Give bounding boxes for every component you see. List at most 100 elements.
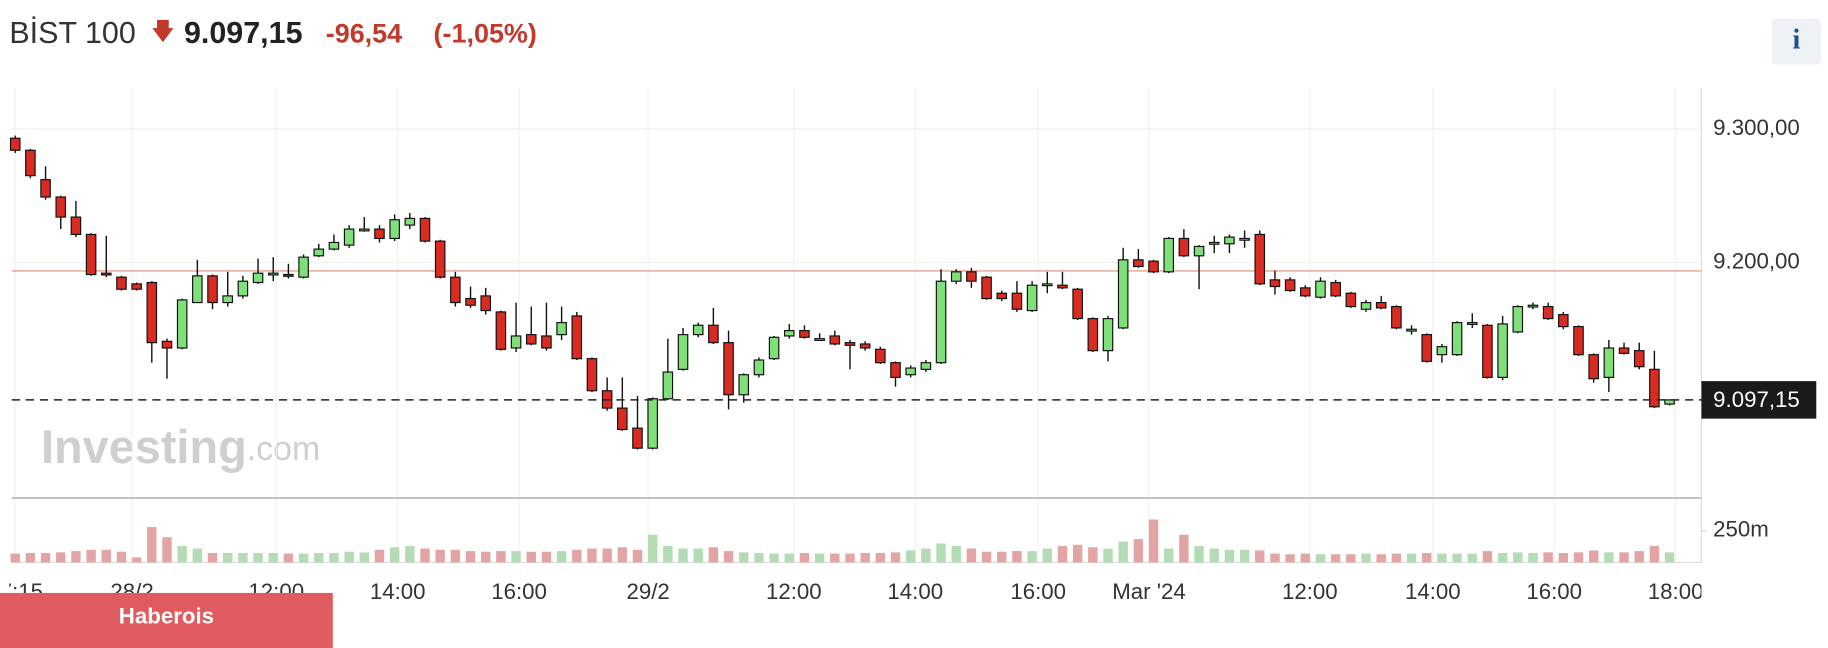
candle-body bbox=[40, 179, 51, 198]
candle-body bbox=[298, 256, 309, 278]
volume-bar bbox=[40, 552, 51, 563]
volume-bar bbox=[1497, 552, 1508, 563]
volume-bar bbox=[131, 557, 142, 563]
candle-body bbox=[1254, 233, 1266, 285]
volume-bar bbox=[617, 547, 628, 563]
volume-bar bbox=[1042, 548, 1052, 563]
candle-body bbox=[1406, 328, 1417, 332]
volume-bar bbox=[1437, 553, 1447, 563]
volume-bar bbox=[556, 551, 567, 563]
volume-tick-label: 250m bbox=[1713, 517, 1769, 542]
volume-bar bbox=[314, 552, 324, 563]
volume-bar bbox=[222, 552, 233, 563]
volume-bar bbox=[981, 551, 992, 563]
candle-body bbox=[1148, 260, 1159, 273]
volume-bar bbox=[389, 547, 400, 563]
candle-body bbox=[252, 272, 264, 284]
candle-body bbox=[434, 240, 446, 278]
volume-bar bbox=[905, 550, 916, 563]
candle-body bbox=[890, 362, 901, 378]
volume-bar bbox=[435, 549, 445, 563]
volume-bar bbox=[1148, 519, 1159, 563]
candle-body bbox=[783, 330, 795, 337]
candle-body bbox=[480, 295, 492, 312]
candle-body bbox=[1102, 318, 1114, 352]
candle-body bbox=[374, 228, 385, 240]
volume-bar bbox=[1391, 553, 1402, 563]
volume-bar bbox=[860, 552, 870, 563]
candle-body bbox=[192, 275, 203, 304]
info-button[interactable] bbox=[1771, 18, 1821, 65]
candle-body bbox=[768, 336, 780, 360]
volume-bar bbox=[997, 551, 1007, 563]
candle-body bbox=[1224, 236, 1235, 245]
info-icon[interactable]: i bbox=[1792, 25, 1800, 56]
banner[interactable] bbox=[0, 592, 333, 648]
volume-bar bbox=[936, 543, 946, 563]
volume-bar bbox=[1482, 551, 1493, 563]
candle-body bbox=[1375, 301, 1387, 309]
volume-bar bbox=[1452, 553, 1462, 563]
candle-body bbox=[389, 219, 400, 240]
index-name: BİST 100 bbox=[9, 15, 135, 50]
volume-bar bbox=[405, 546, 415, 563]
volume-bar bbox=[845, 553, 855, 563]
volume-bar bbox=[359, 552, 370, 563]
volume-bar bbox=[572, 549, 582, 563]
candle-body bbox=[1208, 241, 1220, 245]
candle-body bbox=[359, 228, 370, 232]
volume-bar bbox=[329, 552, 339, 563]
candle-body bbox=[116, 276, 127, 290]
candle-body bbox=[1011, 292, 1023, 310]
candle-body bbox=[146, 281, 158, 344]
candle-body bbox=[85, 233, 97, 276]
y-tick-label: 9.200,00 bbox=[1713, 248, 1800, 273]
candle-body bbox=[647, 398, 658, 449]
candle-body bbox=[935, 280, 947, 364]
volume-bar bbox=[374, 549, 385, 563]
volume-bar bbox=[1103, 548, 1113, 563]
volume-bar bbox=[162, 537, 172, 563]
volume-bar bbox=[1346, 554, 1356, 563]
candle-body bbox=[495, 311, 507, 350]
candle-body bbox=[161, 340, 173, 349]
candle-body bbox=[222, 295, 233, 304]
x-tick-label: 18:00 bbox=[1648, 579, 1704, 604]
candle-body bbox=[692, 324, 704, 336]
candle-body bbox=[617, 407, 628, 431]
volume-bar bbox=[1179, 534, 1189, 563]
candle-body bbox=[1588, 354, 1599, 380]
volume-bar bbox=[496, 551, 506, 563]
x-tick-label: 14:00 bbox=[1405, 579, 1461, 604]
candle-body bbox=[404, 217, 416, 226]
volume-bar bbox=[1361, 553, 1371, 563]
candle-body bbox=[541, 335, 552, 349]
candle-body bbox=[738, 374, 750, 396]
banner-text[interactable]: Haberois bbox=[119, 603, 214, 628]
volume-bar bbox=[951, 546, 961, 563]
volume-bar bbox=[1604, 552, 1614, 563]
volume-bar bbox=[1133, 539, 1144, 563]
x-tick-label: 16:00 bbox=[1526, 579, 1582, 604]
volume-bar bbox=[420, 548, 430, 563]
volume-bar bbox=[1649, 546, 1660, 563]
candle-body bbox=[981, 276, 992, 300]
volume-bar bbox=[890, 552, 901, 563]
volume-bar bbox=[56, 552, 66, 563]
candle-body bbox=[708, 324, 719, 344]
volume-bar bbox=[101, 549, 111, 563]
volume-bar bbox=[86, 549, 96, 563]
candle-body bbox=[1512, 305, 1524, 333]
candle-body bbox=[1330, 281, 1341, 297]
candle-body bbox=[283, 273, 294, 277]
candle-body bbox=[450, 276, 461, 304]
volume-bar bbox=[1072, 544, 1083, 563]
candle-body bbox=[950, 271, 962, 282]
candle-body bbox=[1466, 322, 1478, 325]
candle-body bbox=[1300, 287, 1311, 297]
x-tick-label: 16:00 bbox=[1010, 579, 1066, 604]
volume-bar bbox=[1573, 552, 1584, 563]
volume-bar bbox=[830, 553, 840, 563]
volume-bar bbox=[587, 548, 597, 563]
candle-body bbox=[586, 358, 598, 392]
